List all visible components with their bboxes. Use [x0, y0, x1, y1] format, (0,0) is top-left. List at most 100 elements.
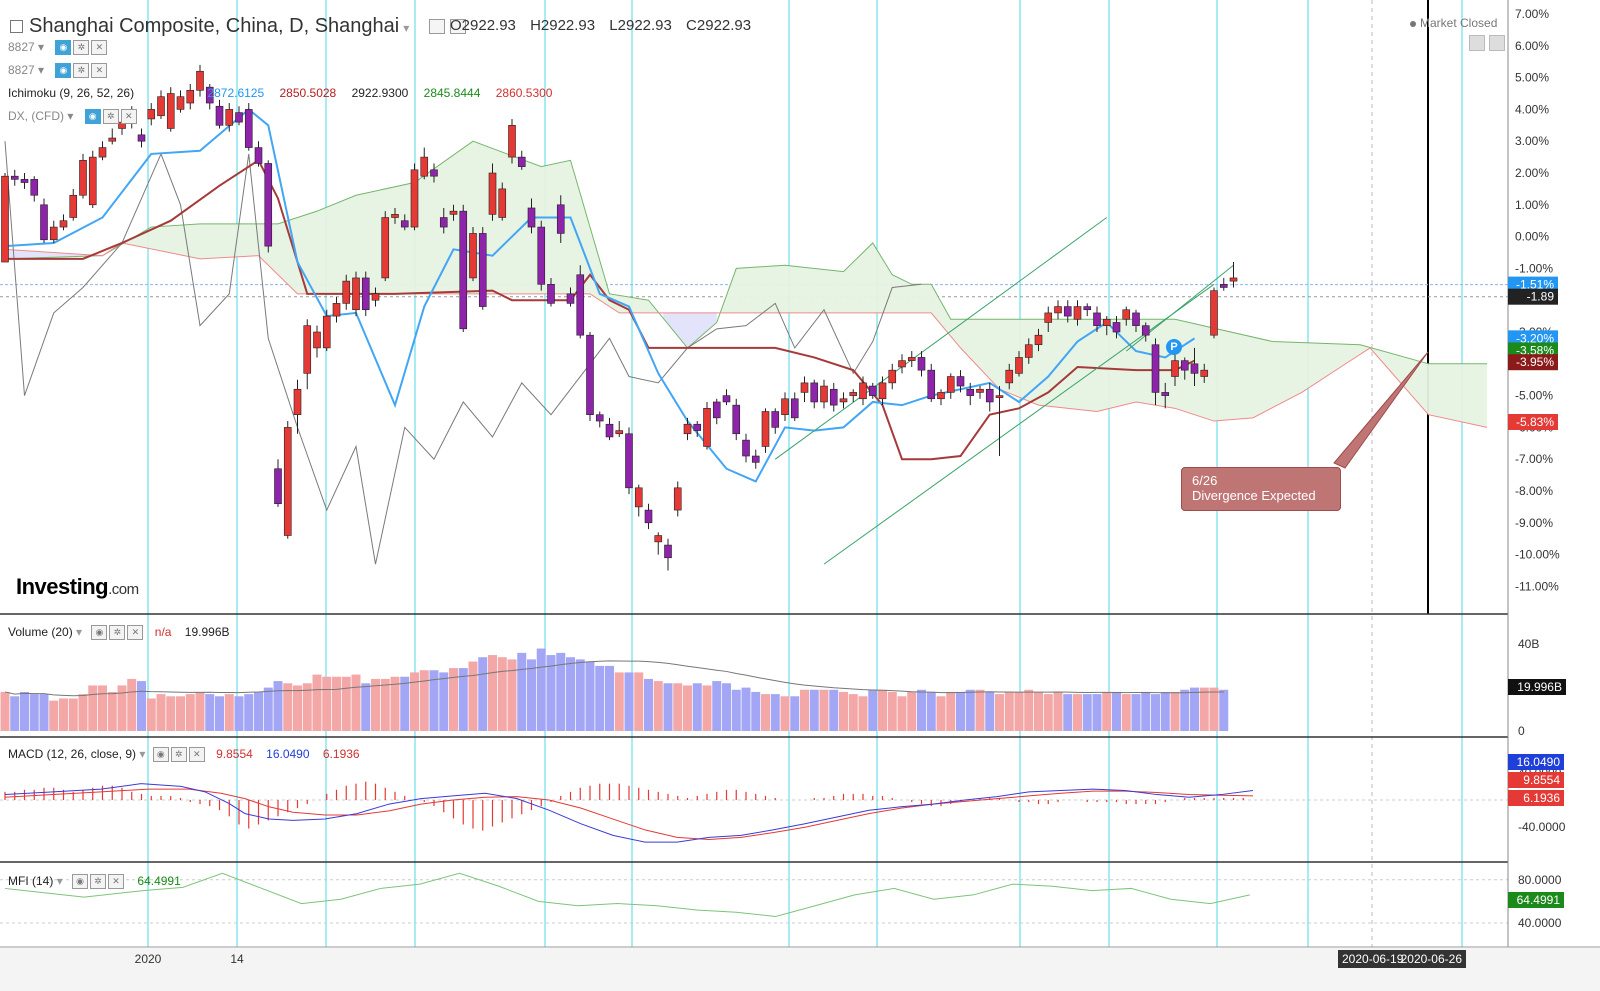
chevron-down-icon[interactable]: ▾	[67, 109, 74, 123]
eye-icon[interactable]: ◉	[152, 747, 169, 763]
gear-icon[interactable]: ✲	[73, 63, 90, 79]
price-tick-label: -7.00%	[1515, 452, 1553, 466]
candle-down	[30, 179, 39, 196]
candle-down	[956, 376, 965, 387]
price-tick-label: 2.00%	[1515, 166, 1549, 180]
price-tick-label: -9.00%	[1515, 516, 1553, 530]
candle-up	[157, 96, 165, 117]
overlay-row-2: 8827 ▾ ◉ ✲ ✕	[8, 63, 108, 79]
volume-title[interactable]: Volume (20)	[8, 625, 73, 639]
candle-up	[79, 159, 87, 196]
settings-gear-icon[interactable]	[450, 19, 467, 35]
candle-down	[664, 544, 672, 559]
volume-bar	[507, 659, 517, 731]
eye-icon[interactable]: ◉	[55, 63, 72, 79]
eye-icon[interactable]: ◉	[55, 40, 72, 56]
candle-down	[254, 147, 263, 164]
volume-bar	[380, 678, 390, 731]
close-icon[interactable]: ✕	[188, 747, 205, 763]
chevron-down-icon[interactable]: ▾	[38, 40, 45, 54]
candle-up	[147, 109, 156, 120]
candle-up	[98, 147, 107, 158]
volume-legend: Volume (20) ▾ ◉ ✲ ✕ n/a 19.996B	[8, 625, 230, 641]
candle-down	[244, 109, 253, 148]
overlay-label[interactable]: DX, (CFD)	[8, 109, 64, 123]
eye-icon[interactable]: ◉	[91, 625, 108, 641]
candle-down	[566, 293, 575, 304]
candle-down	[693, 423, 702, 431]
candle-down	[537, 226, 546, 285]
close-icon[interactable]: ✕	[108, 874, 125, 890]
volume-bar	[1170, 691, 1180, 731]
chevron-down-icon[interactable]: ▾	[139, 747, 146, 761]
mfi-title[interactable]: MFI (14)	[8, 874, 54, 888]
candle-down	[1190, 363, 1199, 374]
chevron-down-icon[interactable]: ▾	[56, 874, 63, 888]
gear-icon[interactable]: ✲	[73, 40, 90, 56]
maximize-panel-icon[interactable]	[1489, 35, 1505, 51]
volume-bar	[1092, 694, 1102, 731]
close-icon[interactable]: ✕	[91, 40, 108, 56]
volume-bar	[1073, 694, 1082, 731]
candle-down	[10, 175, 19, 180]
volume-bar	[215, 696, 224, 731]
minimize-panel-icon[interactable]	[1469, 35, 1485, 51]
volume-bar	[341, 676, 351, 731]
chevron-down-icon[interactable]: ▾	[76, 625, 83, 639]
title-chevron-down-icon[interactable]: ▾	[403, 21, 410, 35]
volume-bar	[868, 689, 878, 731]
candle-up	[166, 93, 175, 129]
candle-up	[1034, 334, 1043, 346]
candle-down	[576, 274, 585, 336]
gear-icon[interactable]: ✲	[90, 874, 107, 890]
overlay-label[interactable]: 8827	[8, 63, 35, 77]
candle-up	[703, 408, 711, 447]
volume-bar	[527, 659, 536, 731]
candle-up	[391, 214, 399, 218]
volume-na: n/a	[154, 625, 172, 639]
volume-bar	[1024, 689, 1034, 731]
macd-tag-label: 9.8554	[1523, 773, 1560, 787]
volume-bar	[722, 683, 731, 731]
mfi-legend: MFI (14) ▾ ◉ ✲ ✕ 64.4991	[8, 874, 181, 890]
volume-bars	[0, 648, 1229, 731]
gear-icon[interactable]: ✲	[109, 625, 126, 641]
candle-up	[673, 487, 682, 511]
candle-up	[995, 395, 1004, 398]
mfi-tick-label: 80.0000	[1518, 873, 1562, 887]
pivot-marker[interactable]: P	[1166, 339, 1182, 355]
price-tick-label: 0.00%	[1515, 230, 1549, 244]
volume-bar	[468, 661, 478, 731]
candle-down	[1219, 283, 1228, 288]
candle-up	[49, 226, 58, 241]
candle-up	[225, 109, 234, 126]
candle-up	[332, 303, 341, 317]
volume-bar	[234, 696, 244, 731]
candle-down	[556, 204, 565, 234]
volume-bar	[897, 696, 907, 731]
candle-down	[595, 414, 604, 422]
macd-panel	[4, 781, 1254, 843]
symbol-title[interactable]: Shanghai Composite, China, D, Shanghai	[29, 15, 400, 37]
close-icon[interactable]: ✕	[120, 109, 137, 125]
eye-icon[interactable]: ◉	[84, 109, 101, 125]
macd-line	[4, 783, 1254, 843]
close-icon[interactable]: ✕	[127, 625, 144, 641]
candle-down	[722, 395, 731, 403]
divergence-callout[interactable]: 6/26 Divergence Expected	[1181, 467, 1341, 511]
close-icon[interactable]: ✕	[91, 63, 108, 79]
callout-text: Divergence Expected	[1192, 488, 1316, 503]
gear-icon[interactable]: ✲	[102, 109, 119, 125]
chevron-down-icon[interactable]: ▾	[38, 63, 45, 77]
eye-icon[interactable]: ◉	[72, 874, 89, 890]
volume-bar	[605, 665, 614, 731]
macd-title[interactable]: MACD (12, 26, close, 9)	[8, 747, 137, 761]
volume-bar	[517, 652, 527, 731]
candle-up	[1122, 309, 1131, 320]
visibility-toggle-icon[interactable]	[428, 19, 445, 35]
volume-bar	[761, 694, 770, 731]
ichimoku-label[interactable]: Ichimoku (9, 26, 52, 26)	[8, 86, 135, 100]
gear-icon[interactable]: ✲	[170, 747, 187, 763]
overlay-label[interactable]: 8827	[8, 40, 35, 54]
